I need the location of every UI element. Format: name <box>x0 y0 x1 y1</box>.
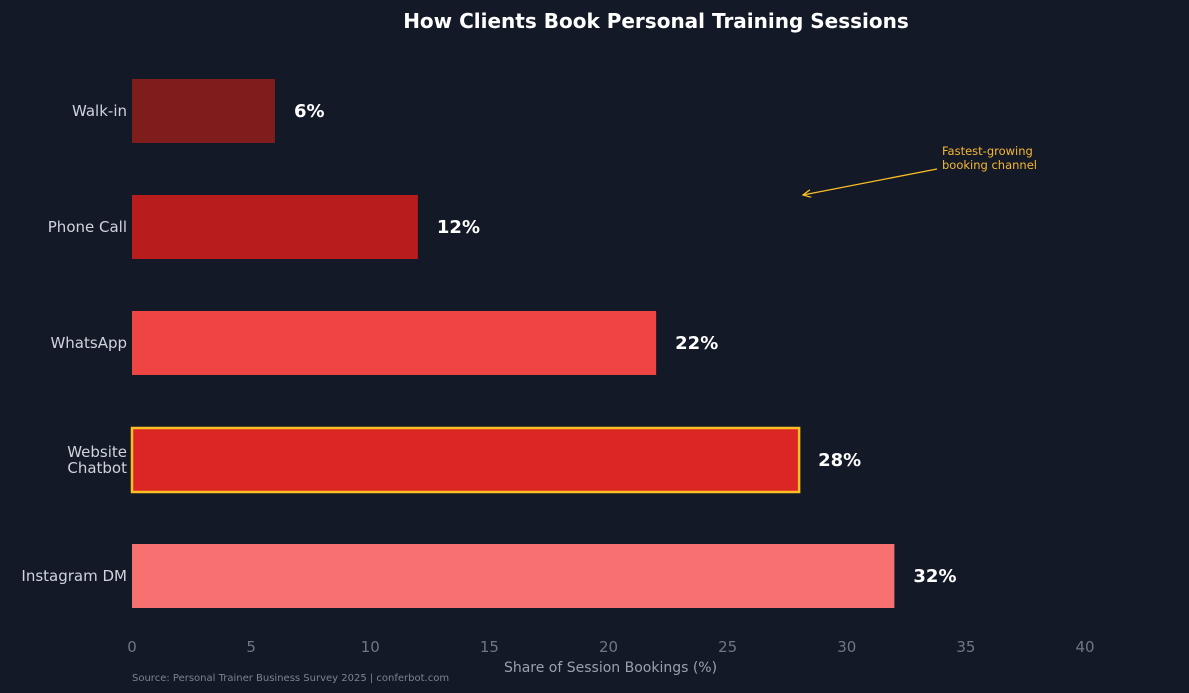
category-label-phone-call: Phone Call <box>48 218 127 236</box>
chart-title: How Clients Book Personal Training Sessi… <box>403 9 909 33</box>
x-tick-15: 15 <box>480 638 499 656</box>
bar-walk-in <box>132 79 275 143</box>
value-labels: 32% 28% 22% 12% 6% <box>294 101 957 587</box>
category-label-website-chatbot: Website Chatbot <box>67 443 127 477</box>
value-label-website-chatbot: 28% <box>818 450 861 471</box>
bar-website-chatbot <box>130 426 801 494</box>
annotation-text: Fastest-growing booking channel <box>942 144 1037 172</box>
x-tick-25: 25 <box>718 638 737 656</box>
x-axis-label: Share of Session Bookings (%) <box>504 660 717 676</box>
bar-phone-call <box>132 195 418 259</box>
value-label-instagram-dm: 32% <box>913 566 956 587</box>
value-label-walk-in: 6% <box>294 101 325 122</box>
value-label-whatsapp: 22% <box>675 333 718 354</box>
x-tick-0: 0 <box>127 638 137 656</box>
bar-instagram-dm <box>132 544 895 608</box>
source-note: Source: Personal Trainer Business Survey… <box>132 673 449 684</box>
x-tick-5: 5 <box>246 638 256 656</box>
x-tick-20: 20 <box>599 638 618 656</box>
bars <box>130 79 895 608</box>
x-tick-30: 30 <box>837 638 856 656</box>
category-labels: Instagram DM Website Chatbot WhatsApp Phone … <box>21 102 127 585</box>
x-tick-40: 40 <box>1075 638 1094 656</box>
annotation-arrow <box>803 168 938 195</box>
x-tick-35: 35 <box>956 638 975 656</box>
category-label-instagram-dm: Instagram DM <box>21 567 127 585</box>
category-label-walk-in: Walk-in <box>72 102 127 120</box>
annotation: Fastest-growing booking channel <box>803 144 1037 195</box>
bar-whatsapp <box>132 311 657 375</box>
category-label-whatsapp: WhatsApp <box>50 334 127 352</box>
x-tick-10: 10 <box>361 638 380 656</box>
value-label-phone-call: 12% <box>437 217 480 238</box>
x-axis-ticks: 0 5 10 15 20 25 30 35 40 <box>127 638 1094 656</box>
